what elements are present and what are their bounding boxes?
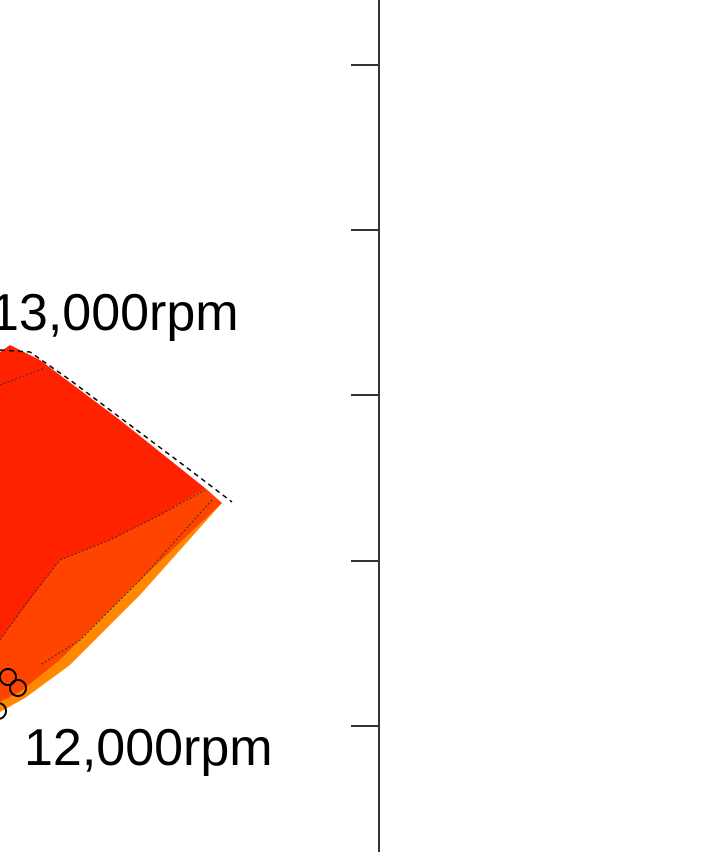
contour-line xyxy=(0,367,46,386)
marker xyxy=(0,702,7,720)
annotation: 12,000rpm xyxy=(24,719,273,777)
contour-region xyxy=(0,345,233,720)
marker xyxy=(0,668,17,686)
contour-orange xyxy=(0,488,222,702)
contour-line xyxy=(39,499,213,666)
marker xyxy=(9,679,27,697)
annotation: 13,000rpm xyxy=(0,284,239,342)
contour-amber xyxy=(0,503,222,712)
axis xyxy=(351,0,380,852)
boundary-line xyxy=(0,349,233,503)
